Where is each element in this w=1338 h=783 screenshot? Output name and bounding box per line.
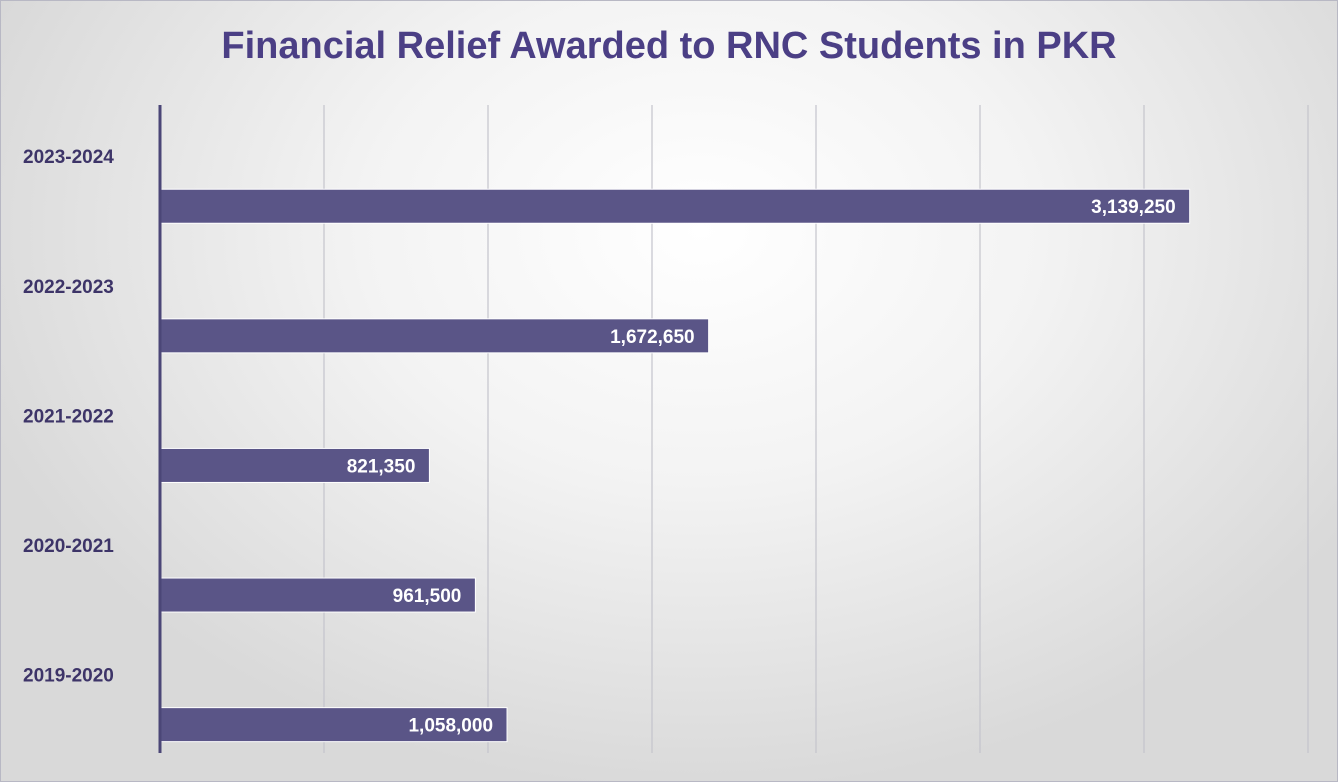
category-label-4: 2019-2020 (23, 666, 114, 687)
category-label-0: 2023-2024 (23, 147, 114, 168)
chart-title: Financial Relief Awarded to RNC Students… (221, 25, 1117, 67)
bar-value-label-2: 821,350 (347, 456, 416, 477)
category-label-1: 2022-2023 (23, 277, 114, 298)
bar-0 (159, 188, 1191, 224)
bar-value-label-0: 3,139,250 (1091, 197, 1176, 218)
bar-value-label-3: 961,500 (393, 586, 462, 607)
bars: 2023-2024 3,139,250 2022-2023 1,672,650 2021… (23, 147, 1191, 743)
category-label-3: 2020-2021 (23, 536, 114, 557)
bar-value-label-1: 1,672,650 (610, 327, 695, 348)
bar-value-label-4: 1,058,000 (408, 716, 493, 737)
category-label-2: 2021-2022 (23, 406, 114, 427)
bar-1 (159, 318, 710, 354)
